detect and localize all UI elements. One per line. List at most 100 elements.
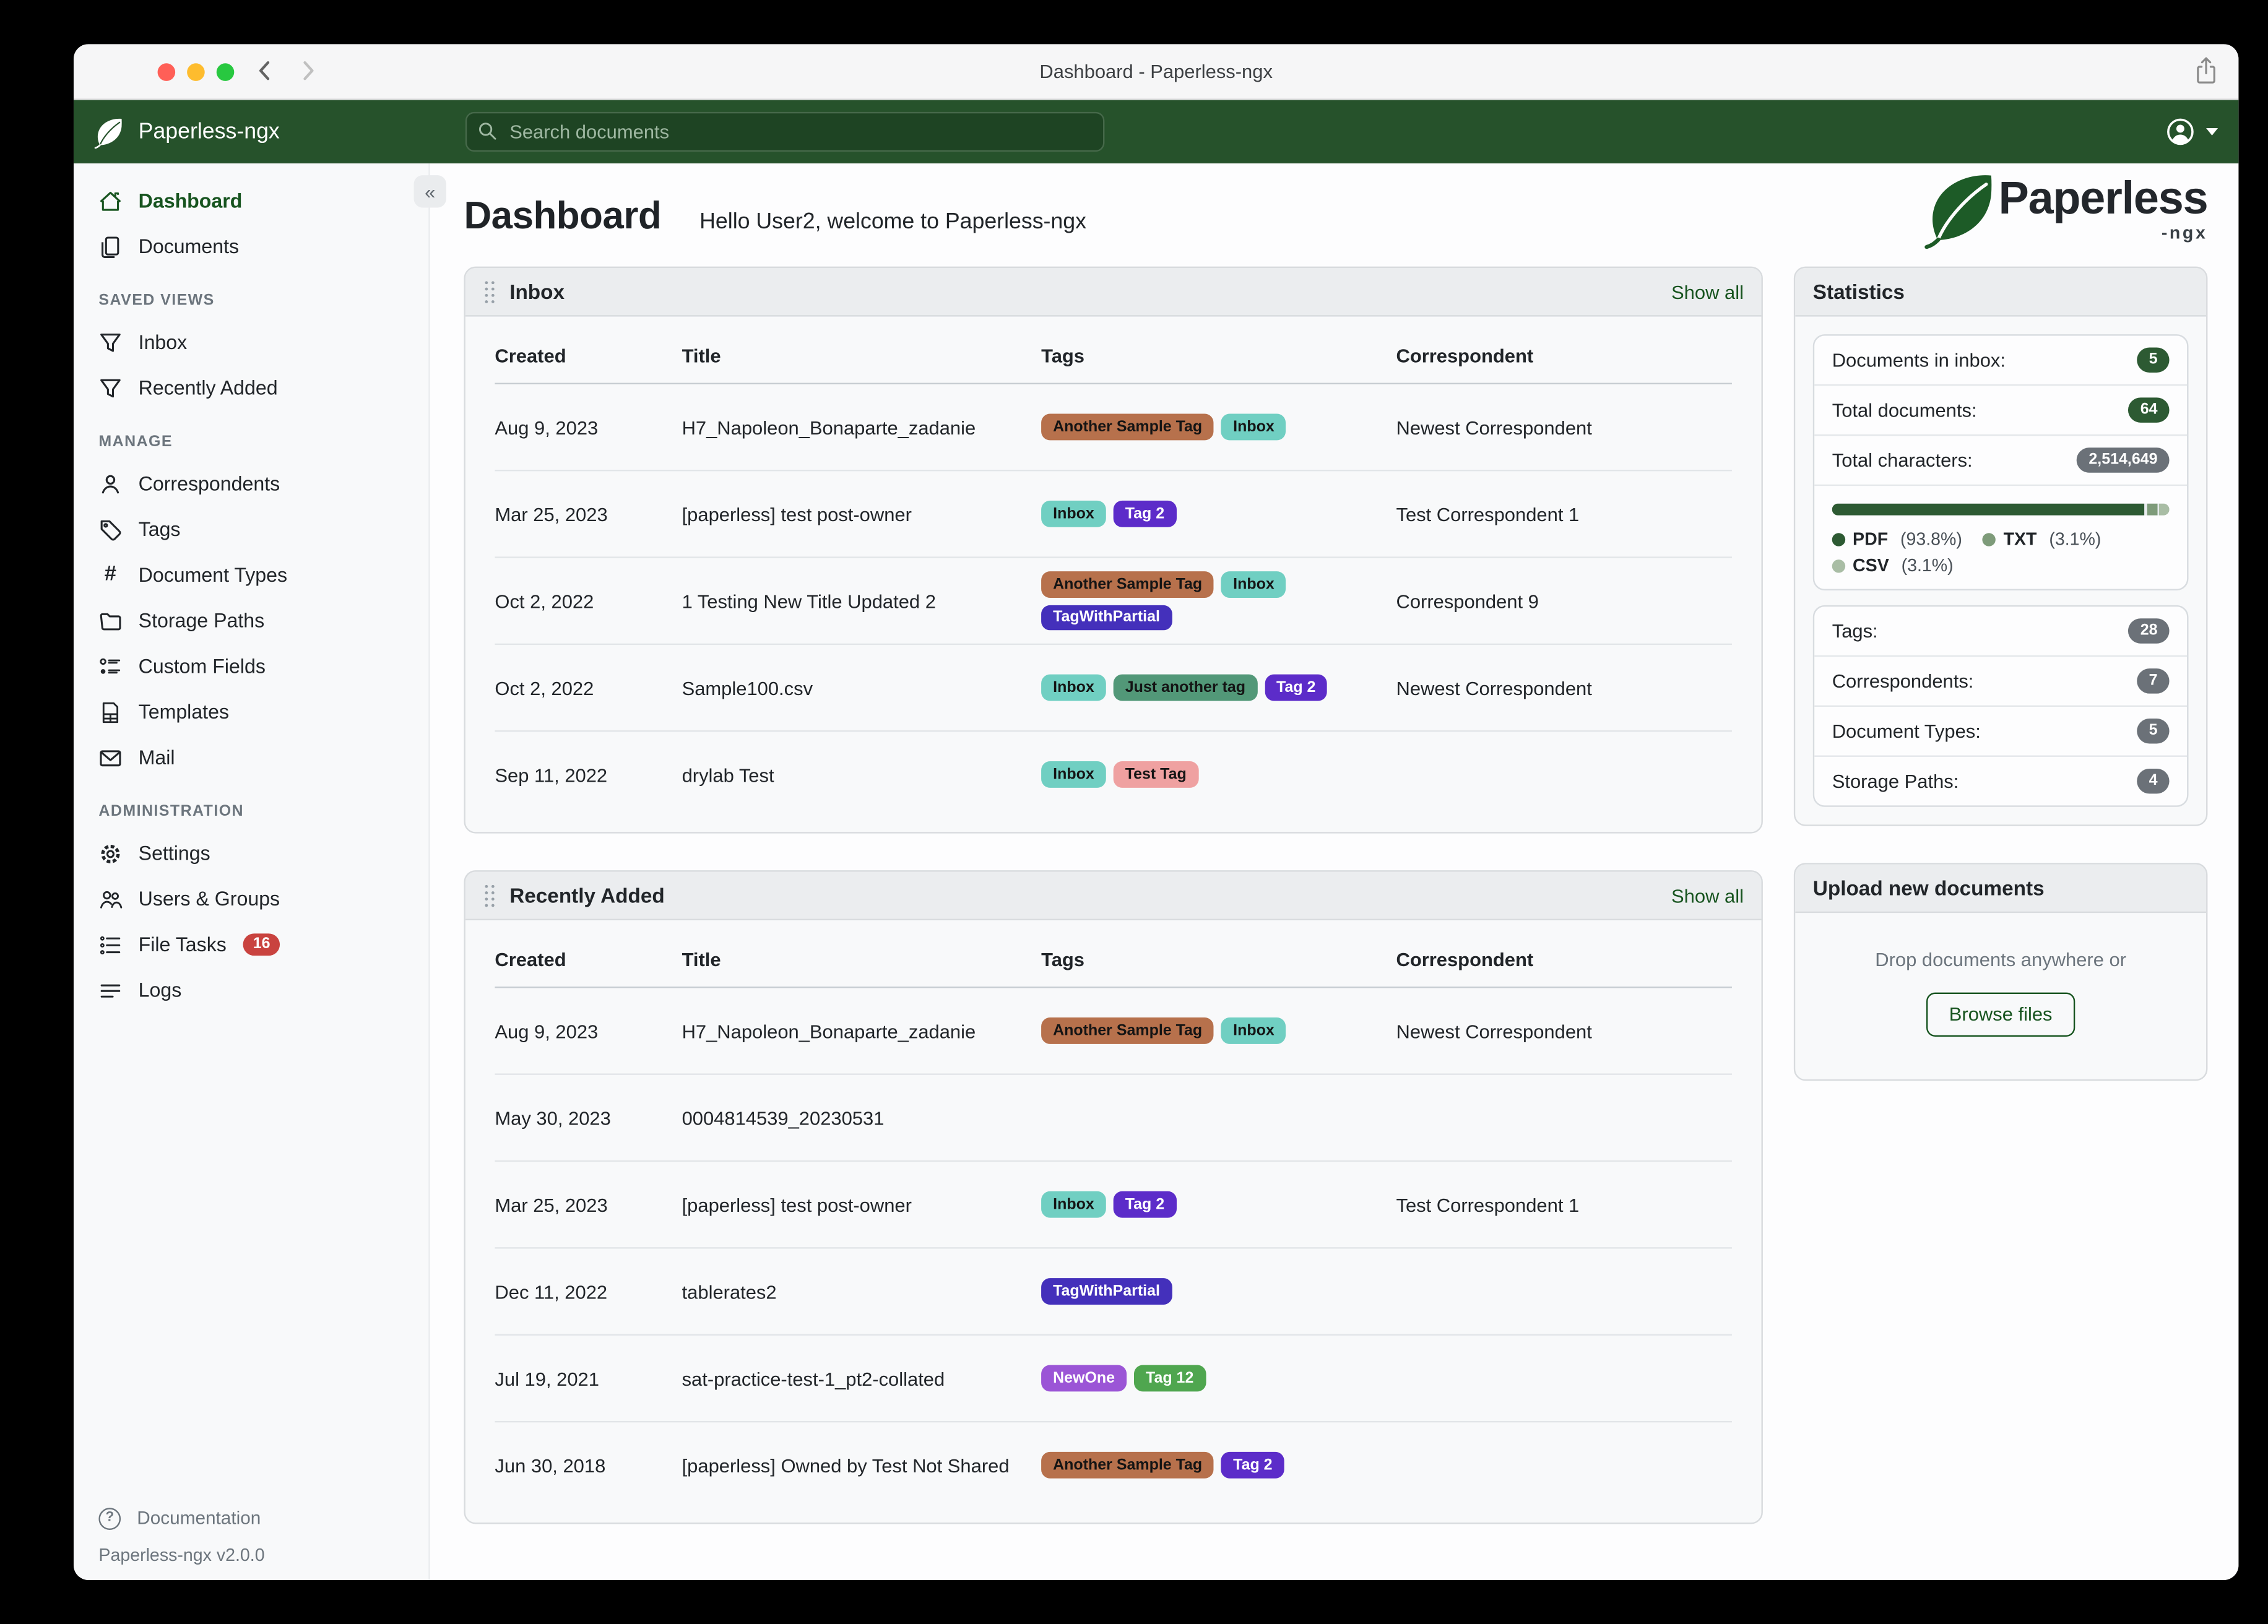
cell-title[interactable]: 1 Testing New Title Updated 2 bbox=[682, 589, 936, 612]
paperless-logo: Paperless -ngx bbox=[1919, 175, 2209, 249]
document-row[interactable]: May 30, 2023 0004814539_20230531 bbox=[495, 1075, 1732, 1162]
cell-title[interactable]: 0004814539_20230531 bbox=[682, 1106, 885, 1129]
tag-pill[interactable]: Another Sample Tag bbox=[1041, 1452, 1214, 1479]
stat-label: Total documents: bbox=[1832, 399, 1977, 421]
tag-pill[interactable]: Just another tag bbox=[1113, 675, 1258, 701]
cell-title[interactable]: [paperless] test post-owner bbox=[682, 503, 912, 525]
drag-handle-icon[interactable] bbox=[483, 279, 496, 305]
people-icon bbox=[98, 887, 123, 910]
document-row[interactable]: Aug 9, 2023 H7_Napoleon_Bonaparte_zadanie… bbox=[495, 384, 1732, 472]
search-input[interactable] bbox=[465, 111, 1105, 152]
sidebar-item-document-types[interactable]: # Document Types bbox=[82, 552, 420, 598]
tag-pill[interactable]: Inbox bbox=[1221, 1017, 1286, 1044]
sidebar-item-custom-fields[interactable]: Custom Fields bbox=[82, 644, 420, 689]
cell-tags: Another Sample Tag Inbox TagWithPartial bbox=[1041, 571, 1396, 631]
widget-title: Inbox bbox=[509, 280, 565, 304]
cell-title[interactable]: tablerates2 bbox=[682, 1280, 777, 1303]
cell-title[interactable]: [paperless] test post-owner bbox=[682, 1193, 912, 1216]
drag-handle-icon[interactable] bbox=[483, 882, 496, 909]
legend-dot-icon bbox=[1832, 532, 1846, 546]
tag-pill[interactable]: NewOne bbox=[1041, 1365, 1127, 1391]
cell-correspondent: Test Correspondent 1 bbox=[1396, 503, 1580, 525]
brand-label: Paperless-ngx bbox=[138, 119, 280, 145]
tag-pill[interactable]: Inbox bbox=[1041, 1191, 1106, 1218]
cell-title[interactable]: H7_Napoleon_Bonaparte_zadanie bbox=[682, 416, 976, 438]
sidebar-item-label: Storage Paths bbox=[138, 609, 265, 632]
document-row[interactable]: Sep 11, 2022 drylab Test Inbox Test Tag bbox=[495, 732, 1732, 817]
document-row[interactable]: Dec 11, 2022 tablerates2 TagWithPartial bbox=[495, 1249, 1732, 1336]
tag-pill[interactable]: Inbox bbox=[1041, 501, 1106, 527]
cell-tags: Inbox Test Tag bbox=[1041, 761, 1396, 788]
upload-dropzone[interactable]: Drop documents anywhere or Browse files bbox=[1795, 913, 2206, 1079]
cell-title[interactable]: drylab Test bbox=[682, 763, 774, 786]
widget-header: Inbox Show all bbox=[465, 268, 1762, 317]
minimize-window-button[interactable] bbox=[187, 63, 205, 81]
zoom-window-button[interactable] bbox=[216, 63, 235, 81]
back-chevron-icon[interactable] bbox=[253, 59, 277, 82]
sidebar-item-logs[interactable]: Logs bbox=[82, 967, 420, 1013]
document-row[interactable]: Mar 25, 2023 [paperless] test post-owner I… bbox=[495, 1162, 1732, 1249]
document-row[interactable]: Aug 9, 2023 H7_Napoleon_Bonaparte_zadanie… bbox=[495, 988, 1732, 1075]
tag-pill[interactable]: Another Sample Tag bbox=[1041, 1017, 1214, 1044]
document-row[interactable]: Oct 2, 2022 1 Testing New Title Updated 2… bbox=[495, 558, 1732, 646]
brand[interactable]: Paperless-ngx bbox=[74, 116, 280, 149]
tag-pill[interactable]: Another Sample Tag bbox=[1041, 571, 1214, 597]
tag-pill[interactable]: TagWithPartial bbox=[1041, 604, 1172, 631]
tag-pill[interactable]: Inbox bbox=[1041, 761, 1106, 788]
tag-pill[interactable]: Tag 2 bbox=[1113, 1191, 1177, 1218]
document-row[interactable]: Jun 30, 2018 [paperless] Owned by Test No… bbox=[495, 1422, 1732, 1508]
tag-pill[interactable]: Tag 2 bbox=[1221, 1452, 1284, 1479]
tag-pill[interactable]: Inbox bbox=[1221, 571, 1286, 597]
show-all-link[interactable]: Show all bbox=[1671, 884, 1744, 907]
sidebar-item-tags[interactable]: Tags bbox=[82, 506, 420, 552]
cell-tags: NewOne Tag 12 bbox=[1041, 1365, 1396, 1391]
document-row[interactable]: Mar 25, 2023 [paperless] test post-owner I… bbox=[495, 471, 1732, 558]
sidebar-item-dashboard[interactable]: Dashboard bbox=[82, 178, 420, 224]
sidebar-item-label: Users & Groups bbox=[138, 888, 280, 910]
tag-pill[interactable]: Inbox bbox=[1041, 675, 1106, 701]
close-window-button[interactable] bbox=[157, 63, 176, 81]
cell-created: Aug 9, 2023 bbox=[495, 1019, 599, 1042]
user-menu-button[interactable] bbox=[2165, 100, 2218, 163]
tag-pill[interactable]: Tag 2 bbox=[1264, 675, 1328, 701]
document-row[interactable]: Oct 2, 2022 Sample100.csv Inbox Just anothe… bbox=[495, 645, 1732, 732]
stat-row-documents-in-inbox: Documents in inbox: 5 bbox=[1814, 335, 2188, 386]
sidebar-collapse-button[interactable]: « bbox=[413, 175, 446, 208]
count-badge: 7 bbox=[2137, 668, 2170, 694]
sidebar-item-documentation[interactable]: ? Documentation bbox=[82, 1499, 420, 1537]
tag-pill[interactable]: Another Sample Tag bbox=[1041, 414, 1214, 440]
cell-title[interactable]: Sample100.csv bbox=[682, 676, 813, 699]
sidebar-item-settings[interactable]: Settings bbox=[82, 831, 420, 876]
sidebar-item-users-groups[interactable]: Users & Groups bbox=[82, 876, 420, 922]
cell-title[interactable]: sat-practice-test-1_pt2-collated bbox=[682, 1367, 945, 1389]
sidebar-item-correspondents[interactable]: Correspondents bbox=[82, 461, 420, 507]
count-badge: 5 bbox=[2137, 718, 2170, 745]
browse-files-button[interactable]: Browse files bbox=[1927, 992, 2075, 1036]
tag-pill[interactable]: Inbox bbox=[1221, 414, 1286, 440]
widget-inbox: Inbox Show all Created Title Tags Corresponde… bbox=[464, 266, 1763, 834]
forward-chevron-icon[interactable] bbox=[296, 59, 319, 82]
sidebar-item-storage-paths[interactable]: Storage Paths bbox=[82, 598, 420, 644]
sidebar-item-inbox[interactable]: Inbox bbox=[82, 319, 420, 365]
sidebar-item-templates[interactable]: Templates bbox=[82, 689, 420, 735]
share-icon[interactable] bbox=[2193, 56, 2220, 85]
sidebar-item-file-tasks[interactable]: File Tasks 16 bbox=[82, 922, 420, 967]
tag-pill[interactable]: Test Tag bbox=[1113, 761, 1198, 788]
cell-created: Jun 30, 2018 bbox=[495, 1454, 606, 1477]
main-content: Dashboard Hello User2, welcome to Paperl… bbox=[430, 163, 2239, 1580]
tag-pill[interactable]: Tag 12 bbox=[1134, 1365, 1206, 1391]
show-all-link[interactable]: Show all bbox=[1671, 280, 1744, 303]
sidebar-item-mail[interactable]: Mail bbox=[82, 735, 420, 780]
sidebar-item-documents[interactable]: Documents bbox=[82, 224, 420, 270]
sidebar-item-recently-added[interactable]: Recently Added bbox=[82, 365, 420, 411]
tag-pill[interactable]: Tag 2 bbox=[1113, 501, 1177, 527]
tag-pill[interactable]: TagWithPartial bbox=[1041, 1278, 1172, 1305]
funnel-icon bbox=[98, 330, 122, 354]
cell-title[interactable]: H7_Napoleon_Bonaparte_zadanie bbox=[682, 1019, 976, 1042]
document-row[interactable]: Jul 19, 2021 sat-practice-test-1_pt2-coll… bbox=[495, 1336, 1732, 1423]
app-version: Paperless-ngx v2.0.0 bbox=[98, 1544, 265, 1566]
cell-title[interactable]: [paperless] Owned by Test Not Shared bbox=[682, 1454, 1010, 1477]
cell-correspondent: Test Correspondent 1 bbox=[1396, 1193, 1580, 1216]
stat-label: Storage Paths: bbox=[1832, 770, 1959, 793]
